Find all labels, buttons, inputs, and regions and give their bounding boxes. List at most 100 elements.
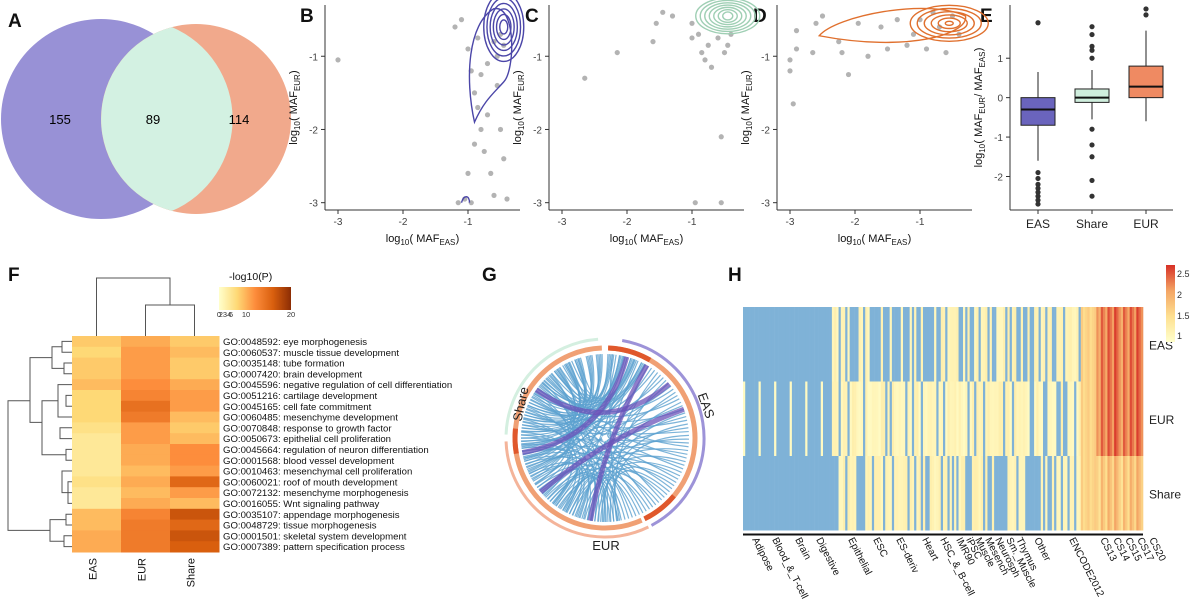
heatmap-cell [1083,456,1086,531]
data-point [614,49,620,56]
box-outlier [1089,47,1095,53]
heatmap-cell [1134,381,1137,456]
heatmap-cell [998,456,1002,531]
heatmap-cell [947,381,950,456]
data-point [478,71,484,78]
chord-link [558,475,606,523]
heatmap-cell [829,381,833,456]
heatmap-cell [170,454,220,467]
data-point [650,39,656,45]
heatmap-cell [1129,456,1133,531]
heatmap-cell [121,336,171,348]
heatmap-cell [954,381,957,456]
heatmap-cell [121,519,171,531]
heatmap-cell [956,381,959,456]
x-tick-label: -3 [558,217,567,228]
heatmap-cell [743,381,746,456]
data-point [669,13,676,19]
heatmap-row-label: Share [1149,487,1181,501]
x-tick-label: -2 [623,217,632,228]
heatmap-cell [72,379,122,391]
data-point [705,42,711,48]
data-point [708,64,715,70]
heatmap-cell [72,541,122,553]
heatmap-cell [967,307,970,382]
data-point [484,60,491,67]
chord-link [524,414,688,429]
heatmap-cell [756,381,759,456]
heatmap-cell [1023,381,1026,456]
heatmap-cell [1000,456,1004,531]
axis-label-part: ) [740,70,752,74]
heatmap-cell [1123,307,1126,382]
heatmap-cell [809,381,813,456]
heatmap-cell [800,456,804,531]
axis-label-part: ) [512,70,524,74]
color-legend-tick: 10 [242,310,250,319]
axis-label-part: EUR [517,74,526,91]
heatmap-cell [818,381,822,456]
heatmap-cell [1123,381,1126,456]
box-outlier [1035,175,1041,182]
color-legend-tick: 0 [217,310,221,319]
heatmap-cell [1007,456,1010,531]
heatmap-cell [894,456,897,531]
box-outlier [1035,193,1041,199]
heatmap-cell [1054,381,1057,456]
heatmap-row-label: GO:0060537: muscle tissue development [223,348,399,359]
heatmap-cell [800,381,804,456]
heatmap-row-label: GO:0001568: blood vessel development [223,456,395,467]
heatmap-cell [940,381,944,456]
axis-label-part: EUR [745,74,754,91]
density-contour [923,11,975,36]
heatmap-cell [1003,381,1006,456]
x-tick-label: -1 [688,217,697,228]
heatmap-cell [998,307,1002,382]
heatmap-cell [1025,307,1028,382]
box-outlier [1089,154,1095,160]
heatmap-cell [896,456,899,531]
heatmap-row-label: GO:0007389: pattern specification proces… [223,542,405,553]
heatmap-row-label: GO:0035107: appendage morphogenesis [223,510,400,521]
heatmap-cell [771,381,775,456]
heatmap-cell [929,307,933,382]
heatmap-cell [1107,456,1110,531]
heatmap-cell [869,307,873,382]
heatmap-cell [1087,381,1090,456]
heatmap-cell [1076,381,1079,456]
row-dendrogram [65,448,72,461]
heatmap-cell [920,307,924,382]
heatmap-row-label: GO:0045596: negative regulation of cell … [223,380,452,391]
panel-label-c: C [525,6,539,27]
box-outlier [1089,55,1095,61]
heatmap-cell [791,381,795,456]
heatmap-cell [767,307,770,382]
heatmap-cell [1043,381,1046,456]
heatmap-cell [991,307,995,382]
heatmap-cell [800,307,804,382]
heatmap-cell [889,456,893,531]
heatmap-row-label: GO:0045165: cell fate commitment [223,402,372,413]
heatmap-row-label: GO:0048729: tissue morphogenesis [223,521,377,532]
axis-label-part: 10 [517,121,526,130]
chord-link [525,451,685,468]
heatmap-cell [1105,456,1108,531]
x-axis-title: log10 ( MAFEAS ) [386,233,460,247]
heatmap-cell [887,381,890,456]
heatmap-cell [896,381,899,456]
heatmap-cell [1076,307,1079,382]
chord-link [529,463,637,517]
axis-label-part: EAS [978,52,987,68]
heatmap-cell [72,368,122,380]
heatmap-cell [1005,381,1008,456]
heatmap-cell [847,381,850,456]
chord-ring-share [512,345,602,439]
heatmap-cell [1069,307,1073,382]
heatmap-cell [1080,456,1084,531]
chord-link [535,466,581,513]
heatmap-cell [880,307,884,382]
density-contour [717,8,738,23]
chord-link [559,357,632,401]
heatmap-cell [889,307,893,382]
heatmap-cell [789,456,793,531]
